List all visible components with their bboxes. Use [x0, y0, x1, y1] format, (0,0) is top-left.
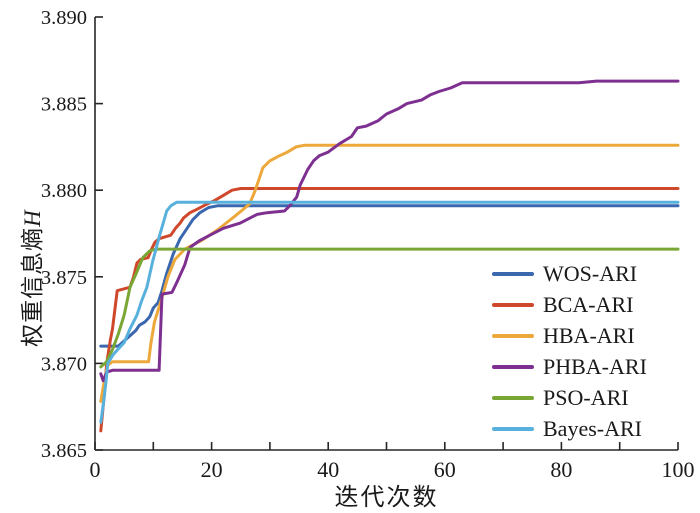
y-tick-label: 3.875	[41, 267, 87, 289]
series-line-Bayes-ARI	[99, 200, 680, 424]
legend-swatch-BCA-ARI	[492, 302, 534, 307]
legend-swatch-WOS-ARI	[492, 271, 534, 276]
legend-swatch-Bayes-ARI	[492, 426, 534, 431]
series-line-PHBA-ARI	[99, 79, 680, 383]
legend-label-PSO-ARI: PSO-ARI	[543, 384, 629, 410]
legend-item-BCA-ARI: BCA-ARI	[492, 289, 647, 320]
x-tick-label: 20	[201, 457, 223, 482]
y-tick-label: 3.870	[41, 353, 87, 375]
legend-item-PSO-ARI: PSO-ARI	[492, 382, 647, 413]
y-axis-title-text: 权重信息熵	[20, 226, 45, 347]
legend-item-WOS-ARI: WOS-ARI	[492, 258, 647, 289]
x-tick-label: 40	[317, 457, 339, 482]
x-tick-label: 0	[90, 457, 101, 482]
x-tick-label: 60	[434, 457, 456, 482]
y-tick-label: 3.880	[41, 180, 87, 202]
series-line-WOS-ARI	[99, 204, 680, 348]
legend-label-PHBA-ARI: PHBA-ARI	[543, 353, 647, 379]
y-tick-label: 3.865	[41, 440, 87, 462]
legend-swatch-PHBA-ARI	[492, 364, 534, 369]
legend-item-Bayes-ARI: Bayes-ARI	[492, 413, 647, 444]
legend-item-HBA-ARI: HBA-ARI	[492, 320, 647, 351]
series-line-PSO-ARI	[99, 247, 680, 369]
x-axis-title: 迭代次数	[334, 485, 439, 511]
legend-swatch-PSO-ARI	[492, 395, 534, 400]
x-tick-label: 80	[550, 457, 572, 482]
legend-label-Bayes-ARI: Bayes-ARI	[543, 415, 642, 441]
y-tick-label: 3.885	[41, 94, 87, 116]
y-tick-label: 3.890	[41, 7, 87, 29]
legend-label-HBA-ARI: HBA-ARI	[543, 322, 635, 348]
legend-item-PHBA-ARI: PHBA-ARI	[492, 351, 647, 382]
legend-label-BCA-ARI: BCA-ARI	[543, 291, 634, 317]
y-axis-title: 权重信息熵H	[13, 209, 47, 347]
legend-swatch-HBA-ARI	[492, 333, 534, 338]
x-tick-label: 100	[662, 457, 695, 482]
y-axis-title-variable: H	[20, 209, 45, 227]
legend: WOS-ARI BCA-ARI HBA-ARI PHBA-ARI PSO-ARI Baye…	[492, 258, 647, 444]
legend-label-WOS-ARI: WOS-ARI	[543, 260, 638, 286]
